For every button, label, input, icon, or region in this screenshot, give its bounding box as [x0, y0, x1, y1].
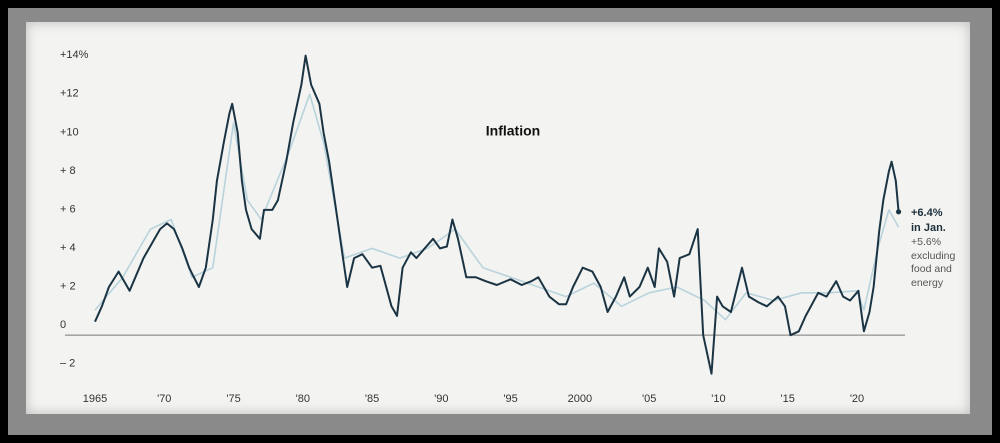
y-tick-label: +12 — [60, 88, 79, 100]
x-tick-label: '70 — [157, 393, 171, 405]
x-tick-label: '15 — [781, 393, 795, 405]
y-tick-label: 0 — [60, 319, 66, 331]
annotation: food and — [911, 263, 952, 275]
x-tick-label: 2000 — [568, 393, 592, 405]
end-dot — [895, 209, 902, 215]
y-tick-label: +14% — [60, 49, 89, 61]
y-tick-label: – 2 — [60, 358, 75, 370]
x-tick-label: '80 — [296, 393, 310, 405]
y-tick-label: + 4 — [60, 242, 76, 254]
series-line — [94, 93, 900, 321]
annotation: excluding — [911, 250, 956, 262]
series-line — [94, 54, 900, 375]
x-tick-label: '05 — [642, 393, 656, 405]
chart-title: Inflation — [486, 123, 540, 139]
y-tick-label: +10 — [60, 126, 79, 138]
x-tick-label: 1965 — [83, 393, 107, 405]
y-tick-label: + 2 — [60, 281, 76, 293]
x-tick-label: '10 — [711, 393, 725, 405]
y-tick-label: + 8 — [60, 165, 76, 177]
x-tick-label: '85 — [365, 393, 379, 405]
x-tick-label: '20 — [850, 393, 864, 405]
y-tick-label: + 6 — [60, 203, 76, 215]
x-tick-label: '95 — [503, 393, 517, 405]
annotation: in Jan. — [911, 222, 946, 234]
x-tick-label: '75 — [226, 393, 240, 405]
panel — [26, 22, 970, 414]
annotation: energy — [911, 277, 944, 289]
annotation: +5.6% — [911, 236, 941, 248]
x-tick-label: '90 — [434, 393, 448, 405]
annotation: +6.4% — [911, 207, 943, 219]
